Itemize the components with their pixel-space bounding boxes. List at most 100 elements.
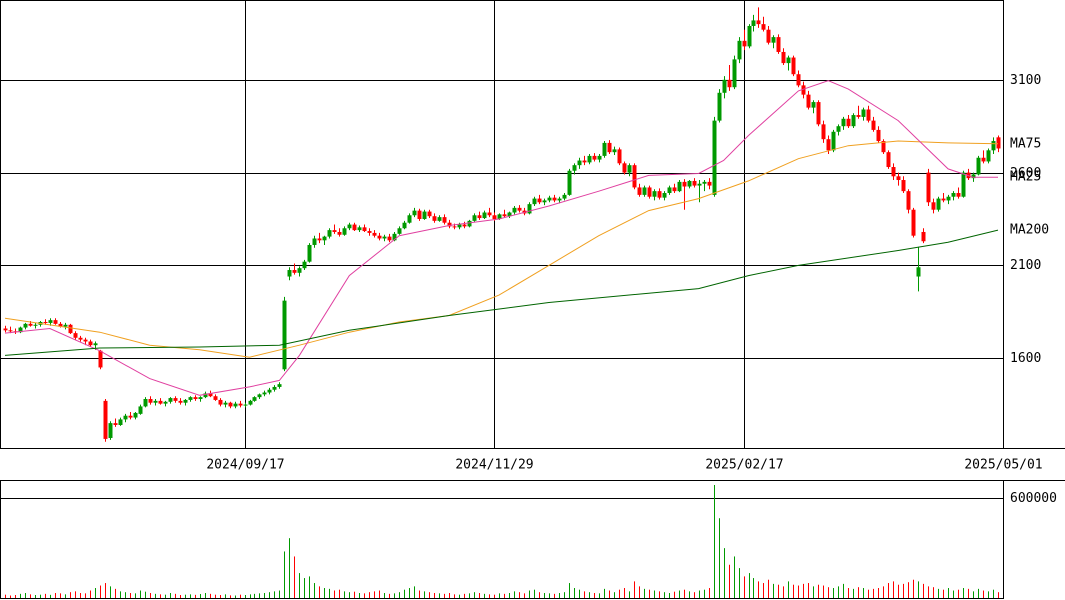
candle-body bbox=[866, 109, 871, 121]
candle-body bbox=[93, 343, 98, 346]
volume-bar bbox=[254, 593, 255, 598]
y-tick-label: 600000 bbox=[1010, 491, 1057, 506]
candle-body bbox=[597, 155, 602, 160]
volume-bar bbox=[938, 588, 939, 598]
volume-bar bbox=[369, 592, 370, 598]
volume-bar bbox=[858, 587, 859, 598]
volume-bar bbox=[25, 593, 26, 598]
candle-body bbox=[73, 333, 78, 338]
candle-body bbox=[178, 400, 183, 403]
candle-body bbox=[901, 180, 906, 192]
volume-bar bbox=[185, 594, 186, 598]
volume-bar bbox=[95, 588, 96, 598]
volume-bar bbox=[364, 593, 365, 598]
candle-body bbox=[682, 181, 687, 187]
candle-body bbox=[462, 224, 467, 227]
volume-bar bbox=[200, 594, 201, 598]
candle-body bbox=[507, 212, 512, 217]
volume-bar bbox=[958, 589, 959, 598]
volume-bar bbox=[619, 589, 620, 598]
volume-bar bbox=[983, 590, 984, 598]
candle-body bbox=[128, 415, 133, 418]
candle-body bbox=[243, 404, 248, 406]
volume-bar bbox=[269, 592, 270, 598]
candle-body bbox=[337, 231, 342, 235]
candle-body bbox=[208, 393, 213, 397]
candle-body bbox=[497, 214, 502, 219]
candle-body bbox=[956, 193, 961, 197]
candle-body bbox=[352, 224, 357, 231]
volume-bar bbox=[140, 590, 141, 598]
volume-bar bbox=[609, 590, 610, 598]
candle-body bbox=[552, 197, 557, 201]
volume-bar bbox=[963, 588, 964, 598]
volume-bar bbox=[419, 590, 420, 598]
candle-body bbox=[133, 412, 138, 418]
volume-bar bbox=[729, 564, 730, 598]
volume-bar bbox=[45, 593, 46, 598]
volume-bar bbox=[404, 589, 405, 598]
volume-bar bbox=[135, 593, 136, 598]
candle-body bbox=[223, 402, 228, 405]
candle-body bbox=[78, 337, 83, 340]
candle-body bbox=[976, 157, 981, 175]
candle-body bbox=[781, 51, 786, 64]
volume-bar bbox=[793, 584, 794, 598]
candle-body bbox=[722, 79, 727, 93]
volume-bar bbox=[699, 590, 700, 598]
candle-body bbox=[766, 29, 771, 43]
candle-body bbox=[457, 224, 462, 228]
volume-bar bbox=[978, 588, 979, 598]
volume-bar bbox=[783, 586, 784, 598]
candle-body bbox=[257, 394, 262, 398]
volume-bar bbox=[943, 589, 944, 598]
volume-bar bbox=[853, 588, 854, 598]
volume-bar bbox=[354, 591, 355, 598]
candle-body bbox=[627, 165, 632, 173]
candle-body bbox=[652, 191, 657, 197]
candle-body bbox=[751, 20, 756, 26]
volume-bar bbox=[674, 591, 675, 598]
volume-bar bbox=[679, 590, 680, 598]
candle-body bbox=[83, 339, 88, 342]
candle-body bbox=[951, 193, 956, 197]
candle-body bbox=[761, 24, 766, 30]
volume-bar bbox=[279, 590, 280, 598]
candle-body bbox=[906, 191, 911, 210]
volume-bar bbox=[374, 591, 375, 598]
volume-bar bbox=[724, 548, 725, 598]
candle-body bbox=[527, 204, 532, 214]
candle-body bbox=[946, 196, 951, 201]
moving-average bbox=[4, 229, 999, 356]
volume-bar bbox=[349, 592, 350, 598]
volume-bar bbox=[529, 590, 530, 598]
candle-body bbox=[876, 129, 881, 142]
volume-bar bbox=[389, 593, 390, 598]
candle-body bbox=[831, 131, 836, 151]
candle-body bbox=[272, 386, 277, 390]
candle-body bbox=[861, 109, 866, 117]
candle-body bbox=[287, 270, 292, 277]
candle-body bbox=[981, 157, 986, 162]
volume-bar bbox=[509, 593, 510, 598]
volume-bar bbox=[584, 591, 585, 598]
candle-body bbox=[357, 227, 362, 231]
candle-body bbox=[617, 149, 622, 164]
candle-body bbox=[367, 231, 372, 233]
candle-body bbox=[322, 236, 327, 241]
candle-body bbox=[632, 165, 637, 188]
candle-body bbox=[612, 149, 617, 153]
candle-body bbox=[602, 142, 607, 156]
candle-body bbox=[547, 197, 552, 201]
volume-bar bbox=[574, 588, 575, 598]
candle-body bbox=[28, 323, 33, 326]
candle-body bbox=[891, 167, 896, 177]
volume-bar bbox=[35, 595, 36, 598]
volume-bar bbox=[115, 588, 116, 598]
volume-bar bbox=[629, 591, 630, 598]
volume-bar bbox=[933, 587, 934, 598]
volume-bar bbox=[359, 593, 360, 598]
volume-bar bbox=[85, 593, 86, 598]
x-tick-label: 2025/02/17 bbox=[705, 458, 783, 473]
candle-body bbox=[68, 324, 73, 334]
